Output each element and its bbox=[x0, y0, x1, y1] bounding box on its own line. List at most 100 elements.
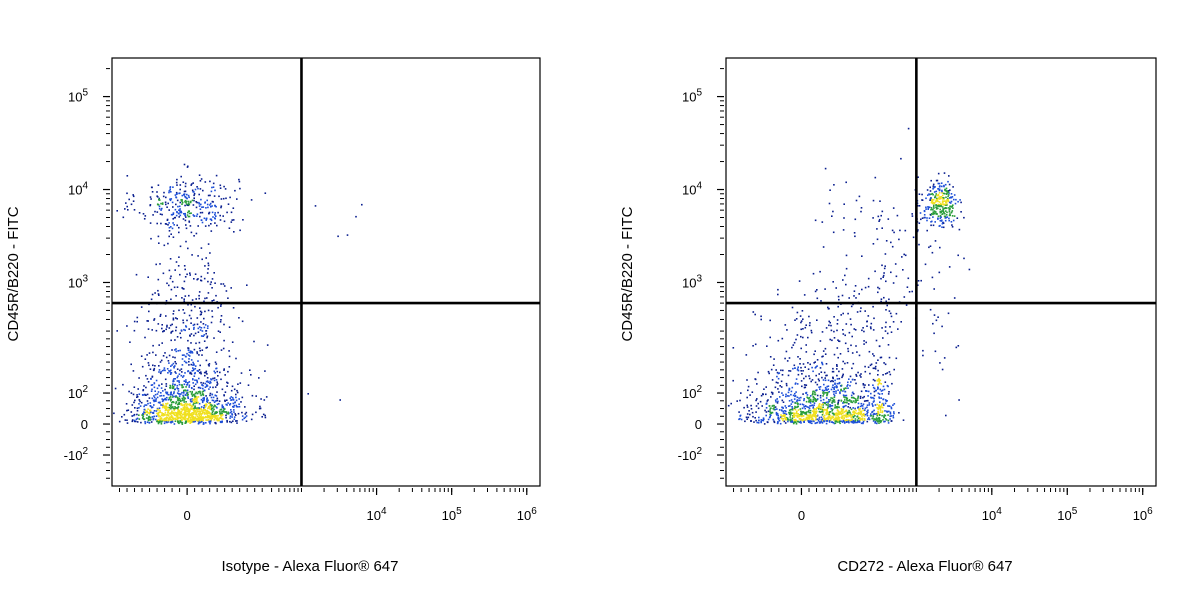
event-dot bbox=[182, 376, 184, 378]
y-tick-label: 104 bbox=[682, 181, 702, 198]
event-dot bbox=[879, 409, 882, 412]
event-dot bbox=[793, 364, 796, 367]
event-dot bbox=[221, 421, 223, 424]
event-dot bbox=[936, 198, 938, 201]
event-dot bbox=[182, 396, 185, 398]
event-dot bbox=[829, 338, 831, 341]
event-dot bbox=[187, 397, 189, 399]
event-dot bbox=[203, 340, 206, 342]
event-dot bbox=[793, 413, 795, 416]
event-dot bbox=[844, 414, 847, 417]
event-dot bbox=[836, 365, 838, 367]
event-dot bbox=[211, 300, 213, 302]
event-dot bbox=[749, 394, 751, 396]
event-dot bbox=[207, 364, 210, 366]
event-dot bbox=[187, 382, 189, 384]
event-dot bbox=[183, 354, 185, 356]
event-dot bbox=[918, 193, 921, 195]
event-dot bbox=[232, 406, 235, 408]
event-dot bbox=[796, 405, 799, 408]
event-dot bbox=[186, 394, 189, 397]
event-dot bbox=[820, 399, 822, 402]
event-dot bbox=[180, 408, 182, 410]
event-dot bbox=[169, 188, 171, 191]
event-dot bbox=[156, 191, 158, 193]
event-dot bbox=[346, 234, 349, 236]
event-dot bbox=[947, 200, 950, 203]
event-dot bbox=[205, 370, 208, 373]
event-dot bbox=[746, 418, 748, 420]
event-dot bbox=[227, 382, 229, 384]
event-dot bbox=[932, 216, 934, 218]
event-dot bbox=[856, 419, 859, 421]
event-dot bbox=[853, 400, 855, 402]
event-dot bbox=[198, 193, 200, 196]
event-dot bbox=[860, 422, 863, 425]
event-dot bbox=[118, 420, 121, 423]
event-dot bbox=[186, 406, 189, 409]
event-dot bbox=[202, 323, 205, 325]
event-dot bbox=[146, 378, 149, 380]
event-dot bbox=[850, 421, 853, 423]
event-dot bbox=[206, 385, 209, 387]
event-dot bbox=[825, 418, 828, 420]
y-tick-label: -102 bbox=[678, 446, 703, 463]
event-dot bbox=[880, 298, 883, 300]
event-dot bbox=[183, 360, 186, 363]
event-dot bbox=[181, 194, 184, 197]
event-dot bbox=[857, 399, 859, 401]
event-dot bbox=[209, 406, 212, 408]
event-dot bbox=[819, 270, 821, 273]
event-dot bbox=[803, 399, 805, 402]
event-dot bbox=[844, 399, 846, 401]
event-dot bbox=[798, 415, 801, 418]
event-dot bbox=[808, 421, 810, 423]
event-dot bbox=[192, 367, 194, 369]
event-dot bbox=[847, 350, 850, 353]
event-dot bbox=[189, 352, 192, 354]
event-dot bbox=[262, 413, 265, 416]
event-dot bbox=[190, 414, 193, 416]
event-dot bbox=[941, 194, 944, 197]
event-dot bbox=[159, 372, 162, 375]
event-dot bbox=[925, 206, 927, 209]
event-dot bbox=[822, 379, 825, 381]
event-dot bbox=[195, 413, 197, 416]
event-dot bbox=[171, 384, 174, 387]
event-dot bbox=[874, 421, 876, 424]
event-dot bbox=[179, 416, 181, 419]
event-dot bbox=[183, 193, 186, 195]
event-dot bbox=[179, 210, 181, 212]
event-dot bbox=[840, 388, 842, 391]
event-dot bbox=[847, 384, 849, 386]
event-dot bbox=[150, 421, 153, 423]
event-dot bbox=[840, 408, 843, 410]
event-dot bbox=[154, 393, 157, 396]
event-dot bbox=[859, 405, 862, 408]
event-dot bbox=[835, 420, 838, 423]
event-dot bbox=[135, 420, 137, 423]
event-dot bbox=[205, 380, 208, 383]
event-dot bbox=[178, 397, 181, 400]
event-dot bbox=[861, 418, 863, 420]
event-dot bbox=[157, 421, 160, 424]
event-dot bbox=[828, 202, 831, 205]
event-dot bbox=[883, 420, 885, 423]
event-dot bbox=[864, 310, 866, 312]
event-dot bbox=[355, 215, 357, 218]
event-dot bbox=[116, 330, 118, 332]
event-dot bbox=[846, 413, 849, 415]
event-dot bbox=[805, 392, 807, 394]
event-dot bbox=[160, 417, 163, 420]
event-dot bbox=[337, 235, 339, 238]
event-dot bbox=[201, 391, 204, 393]
event-dot bbox=[161, 202, 164, 204]
event-dot bbox=[950, 196, 952, 199]
event-dot bbox=[212, 410, 214, 412]
event-dot bbox=[176, 396, 179, 399]
event-dot bbox=[799, 403, 801, 406]
event-dot bbox=[940, 182, 943, 184]
event-dot bbox=[816, 319, 818, 321]
event-dot bbox=[175, 348, 177, 350]
event-dot bbox=[943, 215, 946, 218]
